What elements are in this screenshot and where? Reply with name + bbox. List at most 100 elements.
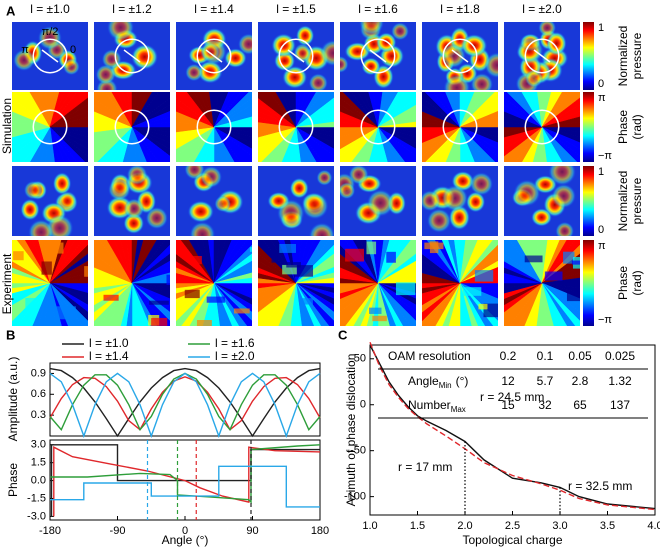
- table-cell: 1.32: [608, 374, 632, 388]
- phase-noise: [474, 270, 494, 282]
- phase-wedge: [49, 126, 55, 162]
- phase-noise: [103, 294, 119, 301]
- phase-noise: [13, 251, 24, 261]
- map-blob: [37, 25, 62, 51]
- table-cell: 0.2: [500, 349, 517, 363]
- table-row-label: AngleMin (°): [408, 374, 468, 390]
- phase-noise: [293, 265, 314, 277]
- phase-noise: [166, 274, 170, 286]
- map-blob: [20, 198, 40, 221]
- map-image: [176, 92, 252, 162]
- phase-wedge: [373, 92, 379, 128]
- map-image: [258, 166, 334, 236]
- map-blob: [214, 195, 232, 213]
- legend-label: l = ±1.6: [215, 336, 255, 350]
- y-tick-label: -50: [350, 445, 366, 457]
- phase-wedge: [209, 92, 215, 128]
- map-blob: [23, 180, 43, 200]
- map-blob: [316, 169, 333, 186]
- phase-noise: [84, 266, 88, 277]
- phase-noise: [372, 315, 387, 322]
- x-tick-label: 1.5: [410, 520, 425, 532]
- x-tick-label: 2.0: [457, 520, 472, 532]
- x-axis-title: Topological charge: [462, 533, 562, 547]
- guide-line: [205, 49, 223, 63]
- phase-wedge: [213, 121, 252, 128]
- x-tick-label: -90: [110, 525, 126, 537]
- map-blob: [185, 63, 203, 82]
- x-tick-label: 3.0: [552, 520, 567, 532]
- phase-wedge: [541, 277, 580, 284]
- colorbar-title: pressure: [630, 32, 644, 79]
- phase-wedge: [295, 277, 334, 284]
- phase-noise: [49, 242, 64, 254]
- map-image: [422, 92, 498, 162]
- map-blob: [187, 200, 214, 223]
- colorbar-title: Normalized: [616, 26, 630, 87]
- map-image: [176, 166, 252, 236]
- table-row-label: OAM resolution: [388, 349, 471, 363]
- colorbar: [583, 166, 594, 236]
- data-line: [49, 367, 321, 438]
- map-blob: [123, 198, 145, 220]
- data-line: [369, 341, 656, 511]
- map-blob: [289, 177, 309, 199]
- colorbar: [583, 22, 594, 90]
- map-blob: [293, 45, 312, 63]
- colorbar-title: (rad): [630, 114, 644, 139]
- colorbar-title: Phase: [616, 266, 630, 300]
- map-blob: [126, 166, 148, 186]
- map-blob: [301, 192, 329, 220]
- plot-frame: [49, 362, 321, 437]
- map-blob: [470, 72, 494, 90]
- map-blob: [123, 212, 145, 234]
- table-cell: 12: [501, 374, 515, 388]
- map-image: [94, 240, 170, 326]
- data-line: [50, 465, 320, 508]
- label-part: (°): [456, 374, 469, 388]
- phase-wedge: [459, 121, 498, 128]
- x-tick-label: 0: [182, 525, 188, 537]
- column-label: l = ±1.8: [440, 2, 480, 16]
- y-axis-title: Phase: [6, 463, 20, 497]
- row-label: Experiment: [0, 253, 14, 314]
- colorbar-label: π: [598, 240, 606, 252]
- map-image: [340, 92, 416, 162]
- column-label: l = ±1.2: [112, 2, 152, 16]
- panel-label: A: [6, 3, 16, 18]
- guide-circle: [278, 109, 314, 145]
- phase-noise: [369, 307, 382, 314]
- guide-line: [41, 49, 59, 63]
- map-image: [94, 166, 170, 236]
- phase-noise: [282, 264, 297, 275]
- phase-noise: [249, 247, 252, 252]
- label-part: Max: [451, 405, 466, 414]
- row-label: Simulation: [0, 98, 14, 154]
- phase-wedge: [377, 121, 416, 128]
- map-blob: [555, 221, 575, 236]
- map-image: [340, 240, 416, 326]
- map-blob: [308, 73, 328, 90]
- x-tick-label: 3.5: [600, 520, 615, 532]
- guide-circle: [360, 38, 396, 74]
- phase-noise: [544, 271, 563, 281]
- annotation: r = 24.5 mm: [480, 390, 544, 404]
- phase-noise: [41, 261, 52, 275]
- phase-wedge: [295, 126, 301, 162]
- cell-label: π: [21, 44, 29, 56]
- panel-label: C: [338, 327, 348, 342]
- guide-circle: [196, 109, 232, 145]
- table-cell: 32: [538, 398, 552, 412]
- map-blob: [361, 57, 381, 76]
- map-blob: [237, 33, 252, 55]
- phase-wedge: [49, 121, 88, 128]
- map-blob: [426, 208, 452, 233]
- guide-circle: [32, 109, 68, 145]
- phase-noise: [196, 320, 212, 326]
- map-image: [504, 92, 580, 162]
- data-line: [49, 372, 321, 439]
- annotation: r = 17 mm: [398, 460, 452, 474]
- phase-wedge: [49, 277, 88, 284]
- y-tick-label: 0.3: [31, 409, 46, 421]
- map-image: [422, 22, 498, 90]
